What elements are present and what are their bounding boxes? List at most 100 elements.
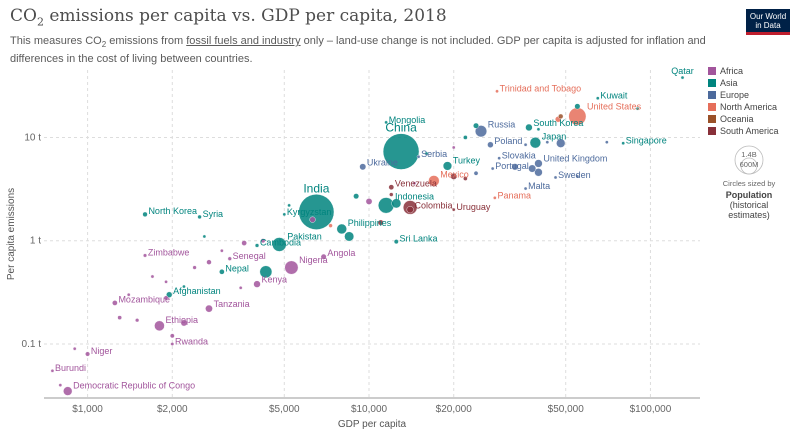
point-1[interactable] <box>495 89 499 94</box>
point-39[interactable] <box>166 291 173 298</box>
point-5[interactable] <box>525 123 533 132</box>
point-64[interactable] <box>575 174 580 179</box>
point-79[interactable] <box>241 240 247 246</box>
legend-swatch-0[interactable] <box>708 67 716 75</box>
point-65[interactable] <box>463 176 468 181</box>
legend-swatch-3[interactable] <box>708 103 716 111</box>
point-54[interactable] <box>556 138 566 148</box>
point-55[interactable] <box>523 142 528 147</box>
point-62[interactable] <box>528 164 537 173</box>
point-18[interactable] <box>553 175 558 180</box>
point-8[interactable] <box>487 141 494 148</box>
point-88[interactable] <box>117 315 122 320</box>
point-61[interactable] <box>511 163 519 171</box>
point-94[interactable] <box>126 292 131 297</box>
point-9[interactable] <box>529 137 541 149</box>
point-31[interactable] <box>254 243 260 248</box>
point-6[interactable] <box>475 125 487 138</box>
point-66[interactable] <box>450 172 458 180</box>
point-23[interactable] <box>378 197 395 214</box>
point-41[interactable] <box>205 304 213 313</box>
point-10[interactable] <box>621 141 625 145</box>
point-19[interactable] <box>388 184 395 190</box>
point-36[interactable] <box>219 269 225 275</box>
point-67[interactable] <box>412 181 417 186</box>
point-45[interactable] <box>50 369 55 373</box>
point-78[interactable] <box>260 238 266 244</box>
point-71[interactable] <box>391 198 402 209</box>
point-84[interactable] <box>164 280 168 284</box>
point-73[interactable] <box>287 203 291 208</box>
point-28[interactable] <box>451 207 456 212</box>
point-42[interactable] <box>154 320 165 332</box>
point-14[interactable] <box>442 161 453 171</box>
point-89[interactable] <box>135 318 140 323</box>
point-75[interactable] <box>328 223 333 228</box>
point-90[interactable] <box>180 319 188 327</box>
fossil-fuels-link[interactable]: fossil fuels and industry <box>186 35 301 47</box>
point-83[interactable] <box>206 259 212 265</box>
point-49[interactable] <box>558 113 564 119</box>
legend-label-5[interactable]: South America <box>720 126 779 136</box>
point-47[interactable] <box>635 106 640 111</box>
point-95[interactable] <box>150 274 155 279</box>
point-33[interactable] <box>143 253 148 258</box>
legend-label-2[interactable]: Europe <box>720 90 749 100</box>
point-13[interactable] <box>359 163 367 171</box>
point-2[interactable] <box>595 96 600 100</box>
point-48[interactable] <box>574 103 581 110</box>
point-30[interactable] <box>393 239 399 245</box>
point-20[interactable] <box>523 186 528 191</box>
point-43[interactable] <box>170 342 175 346</box>
point-38[interactable] <box>253 280 261 288</box>
point-37[interactable] <box>284 260 299 275</box>
point-17[interactable] <box>428 175 440 187</box>
point-76[interactable] <box>377 219 384 226</box>
point-22[interactable] <box>493 196 497 200</box>
point-53[interactable] <box>545 140 550 144</box>
point-35[interactable] <box>320 253 327 260</box>
point-4[interactable] <box>384 120 388 125</box>
point-58[interactable] <box>424 151 429 156</box>
point-59[interactable] <box>451 145 456 150</box>
point-24[interactable] <box>142 211 148 217</box>
legend-label-4[interactable]: Oceania <box>720 114 754 124</box>
legend-swatch-2[interactable] <box>708 91 716 99</box>
point-63[interactable] <box>534 168 543 177</box>
point-7[interactable] <box>382 133 420 170</box>
point-46[interactable] <box>63 386 73 396</box>
legend-swatch-4[interactable] <box>708 115 716 123</box>
point-68[interactable] <box>389 192 394 197</box>
point-85[interactable] <box>182 284 186 289</box>
legend-label-3[interactable]: North America <box>720 102 777 112</box>
point-26[interactable] <box>282 212 287 217</box>
point-74[interactable] <box>309 216 316 223</box>
point-51[interactable] <box>473 122 479 129</box>
point-77[interactable] <box>344 231 355 242</box>
point-60[interactable] <box>473 170 479 176</box>
point-91[interactable] <box>169 333 175 339</box>
point-16[interactable] <box>490 166 495 171</box>
point-21[interactable] <box>298 194 335 230</box>
point-96[interactable] <box>192 265 197 270</box>
point-82[interactable] <box>259 265 273 279</box>
owid-logo[interactable]: Our World in Data <box>746 9 790 35</box>
point-12[interactable] <box>497 156 501 160</box>
point-93[interactable] <box>58 383 63 387</box>
point-29[interactable] <box>336 223 347 235</box>
point-40[interactable] <box>112 300 118 306</box>
point-11[interactable] <box>416 154 421 159</box>
point-81[interactable] <box>220 248 224 253</box>
point-87[interactable] <box>163 295 169 301</box>
point-52[interactable] <box>536 127 541 132</box>
point-92[interactable] <box>72 346 77 351</box>
point-86[interactable] <box>238 286 243 290</box>
point-25[interactable] <box>197 214 202 220</box>
point-56[interactable] <box>463 135 468 140</box>
point-34[interactable] <box>227 256 232 261</box>
point-27[interactable] <box>406 206 414 214</box>
point-15[interactable] <box>534 159 543 168</box>
point-44[interactable] <box>85 351 91 357</box>
legend-label-0[interactable]: Africa <box>720 66 743 76</box>
point-57[interactable] <box>605 140 609 144</box>
